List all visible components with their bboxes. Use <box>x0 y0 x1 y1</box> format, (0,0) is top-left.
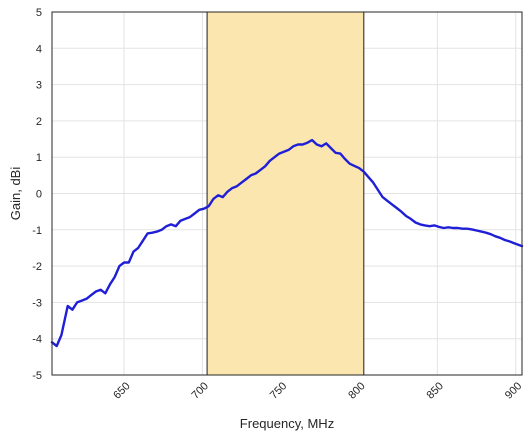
y-tick-label: -3 <box>32 297 42 309</box>
y-tick-label: 5 <box>36 7 42 19</box>
y-tick-label: -4 <box>32 334 42 346</box>
y-tick-label: 1 <box>36 152 42 164</box>
y-tick-label: -2 <box>32 261 42 273</box>
x-tick-label: 750 <box>268 380 289 401</box>
frequency-band <box>206 12 365 375</box>
band-fill <box>207 12 364 375</box>
x-axis-label: Frequency, MHz <box>240 416 334 431</box>
x-tick-label: 850 <box>425 380 446 401</box>
y-axis-label: Gain, dBi <box>8 167 23 221</box>
y-tick-label: 2 <box>36 116 42 128</box>
x-tick-label: 800 <box>346 380 367 401</box>
y-tick-label: -1 <box>32 225 42 237</box>
y-tick-label: 0 <box>36 189 42 201</box>
plot-frame <box>51 11 523 376</box>
series-layer <box>50 138 524 348</box>
x-tick-label: 700 <box>190 380 211 401</box>
y-tick-label: 3 <box>36 80 42 92</box>
x-tick-label: 900 <box>503 380 524 401</box>
y-tick-label: -5 <box>32 370 42 382</box>
gain-series-line <box>50 138 524 348</box>
y-tick-label: 4 <box>36 43 42 55</box>
x-tick-label: 650 <box>111 380 132 401</box>
